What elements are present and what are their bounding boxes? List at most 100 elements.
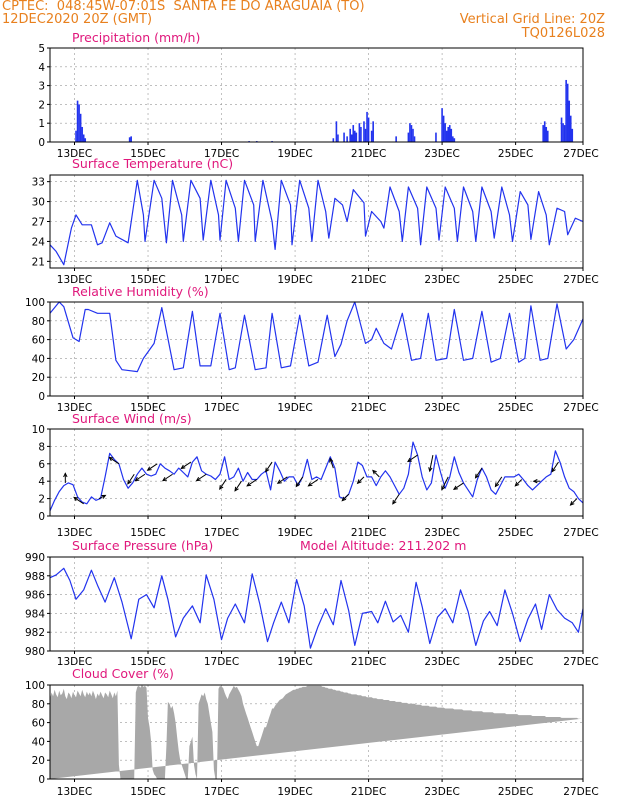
wind-arrow-head — [101, 494, 107, 499]
humidity-ytick-label: 60 — [32, 335, 45, 347]
precip-xtick-label: 15DEC — [130, 148, 165, 160]
precip-xtick-label: 27DEC — [563, 148, 598, 160]
cloud-ytick-label: 60 — [32, 718, 45, 730]
wind-xtick-label: 21DEC — [351, 527, 386, 539]
wind-arrow-head — [452, 485, 458, 490]
wind-arrow-head — [108, 456, 114, 462]
precip-ytick-label: 4 — [38, 62, 45, 74]
wind-arrow-head — [180, 464, 186, 470]
precip-xtick-label: 23DEC — [424, 148, 459, 160]
pressure-ytick-label: 980 — [25, 646, 45, 658]
wind-arrow — [219, 479, 227, 490]
precip-ytick-label: 5 — [38, 43, 45, 55]
pressure-ytick-label: 986 — [25, 590, 45, 602]
humidity-xtick-label: 23DEC — [424, 402, 459, 414]
temperature-xtick-label: 21DEC — [351, 274, 386, 286]
wind-arrow-head — [295, 482, 301, 488]
humidity-xtick-label: 19DEC — [277, 402, 312, 414]
humidity-xtick-label: 27DEC — [563, 402, 598, 414]
wind-arrow-head — [265, 467, 270, 473]
humidity-line — [49, 301, 584, 373]
precip-bar — [337, 134, 339, 142]
wind-xtick-label: 23DEC — [424, 527, 459, 539]
precip-bar — [76, 100, 79, 142]
precip-xtick-label: 17DEC — [204, 148, 239, 160]
precip-bar — [350, 134, 353, 142]
wind-arrow-head — [146, 466, 152, 471]
precip-title: Precipitation (mm/h) — [72, 30, 200, 45]
wind-arrow — [234, 480, 242, 492]
precip-bar — [332, 138, 335, 142]
precip-bar — [128, 137, 131, 142]
wind-xtick-label: 19DEC — [277, 527, 312, 539]
cloud-ytick-label: 0 — [38, 774, 45, 786]
precip-bar — [447, 126, 450, 142]
wind-arrow — [392, 493, 400, 505]
wind-arrow-head — [514, 481, 520, 487]
cloud-ytick-label: 100 — [25, 680, 45, 692]
precip-bar — [335, 121, 338, 142]
temperature-title: Surface Temperature (nC) — [72, 156, 233, 171]
precip-bar — [568, 100, 571, 142]
precip-bar — [355, 132, 358, 142]
vertical-grid-note: Vertical Grid Line: 20Z — [459, 12, 605, 27]
precip-bar — [562, 123, 564, 142]
wind-line — [49, 441, 584, 512]
wind-arrow-head — [551, 467, 556, 473]
temperature-ytick-label: 33 — [32, 177, 45, 189]
cloud-title: Cloud Cover (%) — [72, 666, 174, 681]
wind-ytick-label: 8 — [38, 441, 45, 453]
cloud-xtick-label: 25DEC — [498, 786, 533, 798]
humidity-xtick-label: 13DEC — [57, 402, 92, 414]
wind-arrow — [246, 479, 258, 487]
precip-bar — [75, 130, 77, 142]
humidity-xtick-label: 15DEC — [130, 402, 165, 414]
wind-arrow-head — [494, 482, 500, 488]
wind-arrow-head — [134, 476, 140, 482]
wind-arrow — [98, 494, 106, 500]
wind-xtick-label: 15DEC — [130, 527, 165, 539]
wind-arrow-head — [161, 476, 167, 482]
model-code: TQ0126L028 — [521, 26, 605, 41]
wind-ytick-label: 10 — [32, 424, 45, 436]
temperature-xtick-label: 17DEC — [204, 274, 239, 286]
temperature-xtick-label: 15DEC — [130, 274, 165, 286]
wind-arrow — [181, 461, 192, 469]
wind-arrow — [495, 476, 503, 487]
precip-xtick-label: 25DEC — [498, 148, 533, 160]
wind-arrow-head — [569, 501, 575, 506]
precip-bar — [409, 123, 411, 142]
wind-ytick-label: 2 — [38, 494, 45, 506]
temperature-ytick-label: 27 — [32, 217, 45, 229]
wind-ytick-label: 0 — [38, 511, 45, 523]
humidity-xtick-label: 25DEC — [498, 402, 533, 414]
wind-arrow-head — [372, 469, 377, 475]
precip-ytick-label: 2 — [38, 99, 45, 111]
wind-arrow — [441, 476, 449, 490]
station-header: CPTEC: 048:45W-07:01S SANTA FE DO ARAGUA… — [2, 0, 365, 14]
precip-bar — [560, 117, 563, 142]
wind-arrow — [196, 473, 207, 482]
wind-arrow-head — [246, 482, 252, 487]
wind-arrow — [429, 455, 434, 472]
wind-arrow-head — [195, 476, 201, 482]
wind-arrow — [341, 493, 350, 502]
cloud-xtick-label: 27DEC — [563, 786, 598, 798]
cloud-cover-area — [50, 685, 582, 779]
humidity-ytick-label: 0 — [38, 391, 45, 403]
precip-bar — [435, 132, 437, 142]
wind-arrow — [372, 470, 380, 478]
precip-bar — [442, 115, 445, 142]
wind-title: Surface Wind (m/s) — [72, 411, 192, 426]
wind-xtick-label: 13DEC — [57, 527, 92, 539]
wind-arrow — [295, 476, 304, 487]
precip-bar — [353, 130, 356, 142]
cloud-xtick-label: 17DEC — [204, 786, 239, 798]
precip-bar — [79, 113, 82, 142]
precip-bar — [543, 121, 546, 142]
cloud-ytick-label: 80 — [32, 699, 45, 711]
wind-ytick-label: 4 — [38, 476, 45, 488]
precip-bar — [412, 128, 414, 142]
precip-bar — [82, 134, 85, 142]
wind-arrow — [147, 463, 158, 471]
